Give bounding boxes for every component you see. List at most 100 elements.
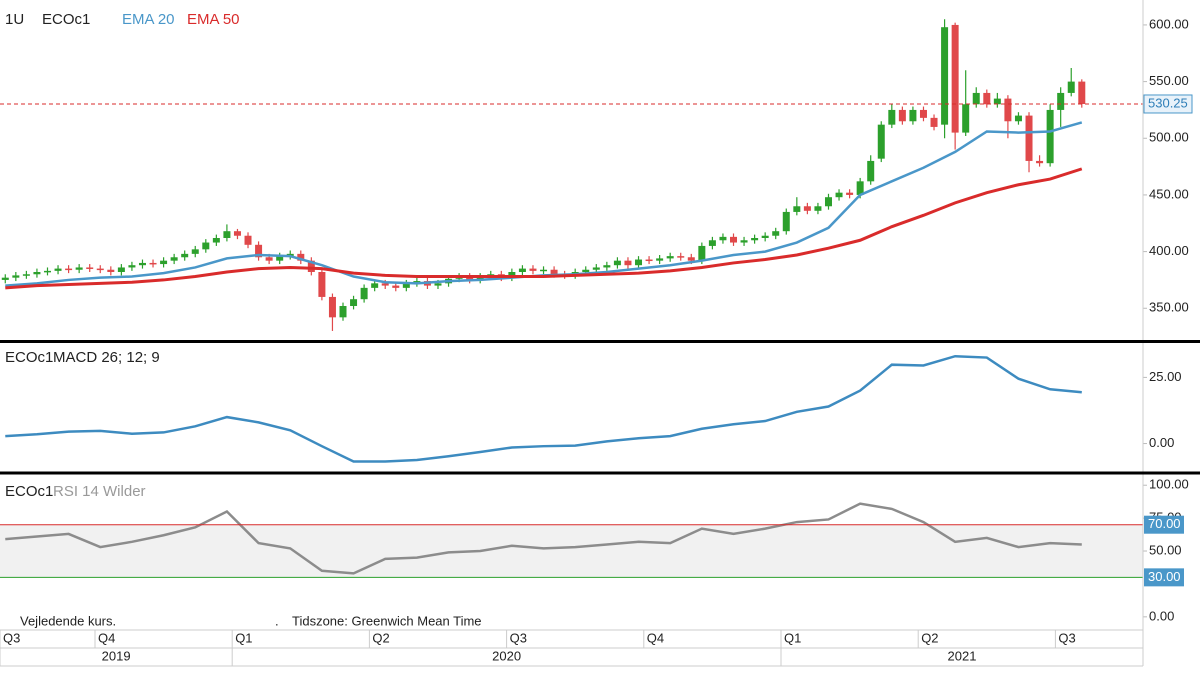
interval: 1U xyxy=(5,11,24,28)
candle-body xyxy=(212,238,220,243)
candle-body xyxy=(22,274,30,276)
candle-body xyxy=(635,259,643,266)
candle-body xyxy=(466,276,474,280)
candle-body xyxy=(719,236,727,241)
candle-body xyxy=(803,206,811,211)
candle-body xyxy=(339,306,347,318)
footer-note: Vejledende kurs. xyxy=(20,613,116,628)
candle-body xyxy=(307,260,315,272)
candle-body xyxy=(276,256,284,261)
candle-body xyxy=(402,283,410,288)
y-tick-label: 600.00 xyxy=(1149,16,1189,31)
y-tick-label: 450.00 xyxy=(1149,186,1189,201)
symbol: ECOc1 xyxy=(42,11,90,28)
candle-body xyxy=(434,283,442,286)
candle-body xyxy=(160,260,168,265)
candle-body xyxy=(508,272,516,278)
x-tick-label: Q1 xyxy=(235,630,252,645)
candle-body xyxy=(33,272,41,275)
candle-body xyxy=(972,92,980,105)
candle-body xyxy=(1036,160,1044,164)
candle-body xyxy=(930,117,938,127)
candle-body xyxy=(381,283,389,286)
y-tick-label: 350.00 xyxy=(1149,300,1189,315)
candle-body xyxy=(888,109,896,125)
y-tick-label: 0.00 xyxy=(1149,435,1174,450)
candle-body xyxy=(244,235,252,245)
year-label: 2019 xyxy=(102,648,131,663)
candle-body xyxy=(181,253,189,258)
candle-body xyxy=(117,267,125,272)
last-price-label: 530.25 xyxy=(1148,95,1188,110)
candle-body xyxy=(740,240,748,243)
candle-body xyxy=(233,231,241,236)
legend-entry: EMA 20 xyxy=(122,11,175,28)
candle-body xyxy=(1014,115,1022,122)
x-tick-label: Q3 xyxy=(3,630,20,645)
rsi-title: RSI 14 Wilder xyxy=(53,483,146,500)
y-tick-label: 500.00 xyxy=(1149,130,1189,145)
macd-symbol: ECOc1 xyxy=(5,349,53,366)
candle-body xyxy=(751,238,759,241)
candle-body xyxy=(392,285,400,288)
candle-body xyxy=(328,296,336,318)
candle-body xyxy=(318,272,326,297)
candle-body xyxy=(951,24,959,133)
candle-body xyxy=(941,27,949,125)
candle-body xyxy=(371,283,379,288)
candle-body xyxy=(761,235,769,238)
candle-body xyxy=(529,268,537,271)
candle-body xyxy=(149,262,157,265)
candle-body xyxy=(603,265,611,268)
candle-body xyxy=(1057,92,1065,110)
candle-body xyxy=(666,256,674,259)
candle-body xyxy=(202,242,210,250)
footer-dot: . xyxy=(275,613,279,628)
y-tick-label: 0.00 xyxy=(1149,608,1174,623)
candle-body xyxy=(350,299,358,306)
candle-body xyxy=(360,287,368,300)
candle-body xyxy=(919,109,927,118)
rsi-symbol: ECOc1 xyxy=(5,483,53,500)
x-tick-label: Q4 xyxy=(647,630,664,645)
year-label: 2021 xyxy=(948,648,977,663)
candle-body xyxy=(962,104,970,133)
x-tick-label: Q3 xyxy=(1058,630,1075,645)
year-label: 2020 xyxy=(492,648,521,663)
x-tick-label: Q2 xyxy=(372,630,389,645)
candle-body xyxy=(983,92,991,105)
level-label: 30.00 xyxy=(1148,569,1181,584)
level-label: 70.00 xyxy=(1148,516,1181,531)
level-box xyxy=(1144,515,1184,534)
candle-body xyxy=(12,275,20,278)
candle-body xyxy=(550,269,558,275)
candle-body xyxy=(265,257,273,261)
last-price-box xyxy=(1143,94,1193,114)
footer-timezone: Tidszone: Greenwich Mean Time xyxy=(292,613,482,628)
candle-body xyxy=(191,249,199,254)
candle-body xyxy=(613,260,621,266)
candle-body xyxy=(518,268,526,272)
candle-body xyxy=(43,270,51,273)
candle-body xyxy=(898,109,906,122)
candle-body xyxy=(128,265,136,268)
candle-body xyxy=(624,260,632,266)
ema-line xyxy=(5,167,1083,290)
candle-body xyxy=(86,267,94,269)
y-tick-label: 25.00 xyxy=(1149,369,1182,384)
candle-body xyxy=(96,268,104,271)
candle-body xyxy=(170,257,178,261)
level-box xyxy=(1144,568,1184,587)
candle-body xyxy=(698,245,706,261)
candle-body xyxy=(793,206,801,212)
candle-body xyxy=(656,258,664,261)
candle-body xyxy=(1,277,9,280)
candle-body xyxy=(867,160,875,182)
x-tick-label: Q1 xyxy=(784,630,801,645)
candle-body xyxy=(255,244,263,258)
candle-body xyxy=(1004,98,1012,122)
candle-body xyxy=(1046,109,1054,164)
candle-body xyxy=(824,197,832,207)
candle-body xyxy=(75,267,83,270)
